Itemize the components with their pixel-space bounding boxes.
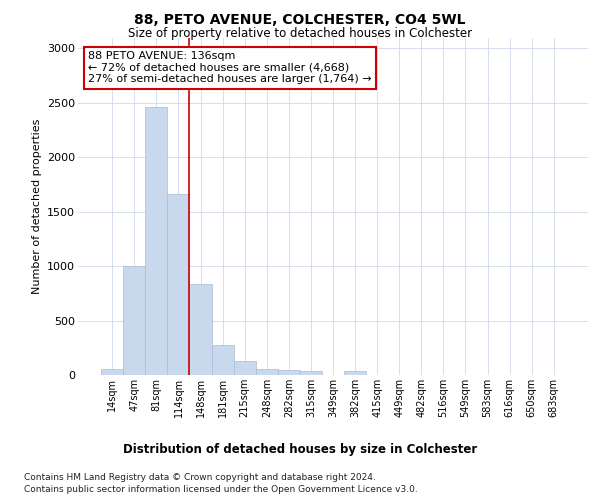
Bar: [123, 266, 145, 375]
Bar: [101, 369, 123, 375]
Text: Contains public sector information licensed under the Open Government Licence v3: Contains public sector information licen…: [24, 485, 418, 494]
Bar: [167, 194, 190, 375]
Bar: [300, 371, 322, 375]
Text: 88 PETO AVENUE: 136sqm
← 72% of detached houses are smaller (4,668)
27% of semi-: 88 PETO AVENUE: 136sqm ← 72% of detached…: [88, 51, 372, 84]
Bar: [212, 345, 233, 375]
Text: Distribution of detached houses by size in Colchester: Distribution of detached houses by size …: [123, 442, 477, 456]
Text: Size of property relative to detached houses in Colchester: Size of property relative to detached ho…: [128, 28, 472, 40]
Text: 88, PETO AVENUE, COLCHESTER, CO4 5WL: 88, PETO AVENUE, COLCHESTER, CO4 5WL: [134, 12, 466, 26]
Text: Contains HM Land Registry data © Crown copyright and database right 2024.: Contains HM Land Registry data © Crown c…: [24, 472, 376, 482]
Bar: [190, 284, 212, 375]
Bar: [344, 371, 366, 375]
Bar: [256, 369, 278, 375]
Bar: [145, 107, 167, 375]
Y-axis label: Number of detached properties: Number of detached properties: [32, 118, 41, 294]
Bar: [233, 361, 256, 375]
Bar: [278, 370, 300, 375]
